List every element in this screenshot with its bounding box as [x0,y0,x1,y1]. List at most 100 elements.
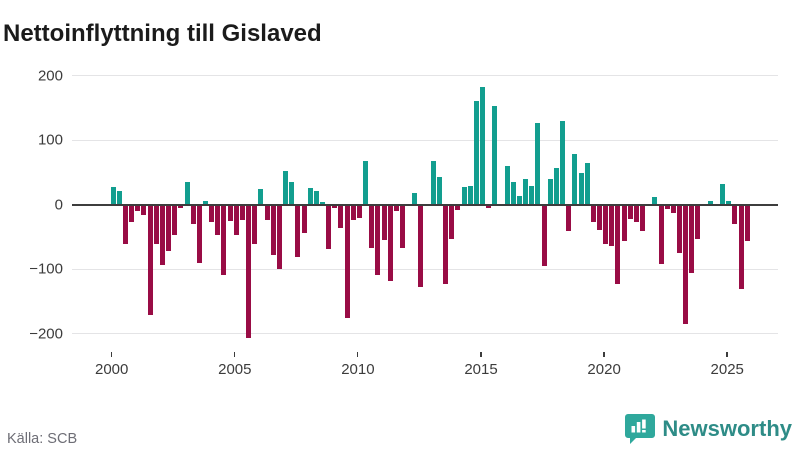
bar-2004-Q1 [209,205,215,223]
bar-2011-Q4 [399,205,405,248]
gridline--200 [72,333,778,334]
bar-2006-Q1 [258,188,264,204]
bar-2003-Q4 [203,201,209,204]
bar-2024-Q4 [720,183,726,204]
bar-2008-Q1 [307,187,313,204]
bar-2007-Q1 [283,170,289,204]
y-tick-label: −200 [29,325,63,342]
x-tick-mark-2015 [480,352,482,357]
bar-2020-Q3 [615,205,621,285]
x-tick-label-2010: 2010 [341,361,375,378]
bar-2019-Q1 [578,173,584,204]
bar-2025-Q1 [726,201,732,204]
bar-2023-Q2 [683,205,689,325]
bar-2012-Q2 [412,192,418,204]
bar-2015-Q3 [492,105,498,204]
bar-2009-Q3 [344,205,350,318]
bar-2012-Q3 [418,205,424,288]
x-tick-label-2005: 2005 [218,361,252,378]
bar-2006-Q4 [276,205,282,270]
y-tick-label: 200 [37,67,63,85]
bar-2007-Q2 [289,182,295,204]
bar-2016-Q1 [504,165,510,204]
bar-2016-Q4 [523,178,529,204]
bar-2019-Q2 [584,163,590,204]
bar-2005-Q1 [233,205,239,235]
bar-2013-Q4 [449,205,455,239]
x-tick-mark-2005 [233,352,236,357]
bar-2025-Q4 [744,205,750,242]
bar-2019-Q3 [590,205,596,222]
bar-2001-Q4 [153,205,159,244]
bar-2017-Q1 [529,186,535,204]
bar-2006-Q2 [264,205,270,220]
bar-2011-Q1 [381,205,387,240]
bar-2010-Q2 [363,160,369,204]
chart-footer: Källa: SCB Newsworthy [0,405,800,450]
bar-2013-Q2 [436,176,442,204]
x-tick-label-2020: 2020 [587,361,621,378]
bar-2022-Q1 [652,196,658,204]
bar-2001-Q2 [141,205,147,216]
gridline--100 [72,268,778,270]
bar-2014-Q3 [467,185,473,204]
bar-2020-Q2 [609,205,615,247]
bar-2002-Q2 [166,205,172,251]
bar-2008-Q3 [319,201,325,204]
bar-2022-Q3 [664,205,670,209]
bar-2025-Q3 [738,205,744,290]
bar-2009-Q1 [332,205,338,209]
bar-2014-Q2 [461,186,467,204]
y-tick-label: −100 [29,260,63,278]
bar-2010-Q3 [369,205,375,248]
bar-2004-Q4 [227,205,233,222]
bar-2010-Q1 [356,205,362,218]
bar-2004-Q2 [215,205,221,235]
bar-2015-Q2 [486,205,492,208]
x-tick-mark-2020 [603,352,605,357]
zero-baseline [72,203,778,206]
bar-2019-Q4 [596,205,602,231]
bar-2024-Q2 [707,201,713,204]
bar-2015-Q1 [480,87,486,204]
bar-2002-Q3 [172,205,178,235]
bar-2006-Q3 [270,205,276,255]
bar-2013-Q3 [443,205,449,285]
bar-2023-Q3 [689,205,695,273]
bar-2020-Q1 [603,205,609,245]
plot-area: 200 100 0 −100 −200 2000 2005 2010 2015 2020 2025 [29,67,778,378]
bar-2001-Q1 [135,205,141,212]
x-tick-label-2000: 2000 [95,361,129,378]
x-tick-mark-2010 [356,352,359,357]
bar-2020-Q4 [621,205,627,242]
bar-2009-Q2 [338,205,344,229]
bar-2011-Q2 [387,205,393,282]
bar-2014-Q1 [455,205,461,210]
bar-2025-Q2 [732,205,738,225]
bar-2009-Q4 [350,205,356,221]
bar-2000-Q1 [110,186,116,204]
bar-2010-Q4 [375,205,381,275]
bar-2023-Q4 [695,205,701,240]
gridline-200 [72,75,778,77]
bar-2011-Q3 [393,205,399,211]
x-tick-mark-2000 [110,352,113,357]
bar-2017-Q3 [541,205,547,267]
bar-2018-Q1 [553,168,559,204]
bar-2018-Q2 [560,121,566,204]
x-tick-label-2015: 2015 [464,361,498,378]
bar-2003-Q1 [184,181,190,204]
bar-2007-Q3 [295,205,301,258]
bar-2000-Q3 [123,205,128,244]
bar-2002-Q4 [178,205,184,208]
newsworthy-logo-link[interactable]: Newsworthy [625,413,792,444]
bar-2022-Q4 [670,205,676,213]
bar-2002-Q1 [159,205,165,265]
y-tick-label: 0 [54,196,63,214]
bar-2017-Q2 [535,122,541,204]
bar-2008-Q2 [313,190,319,204]
bar-2004-Q3 [221,205,227,275]
bar-2023-Q1 [676,205,682,253]
bar-2016-Q3 [516,195,522,204]
